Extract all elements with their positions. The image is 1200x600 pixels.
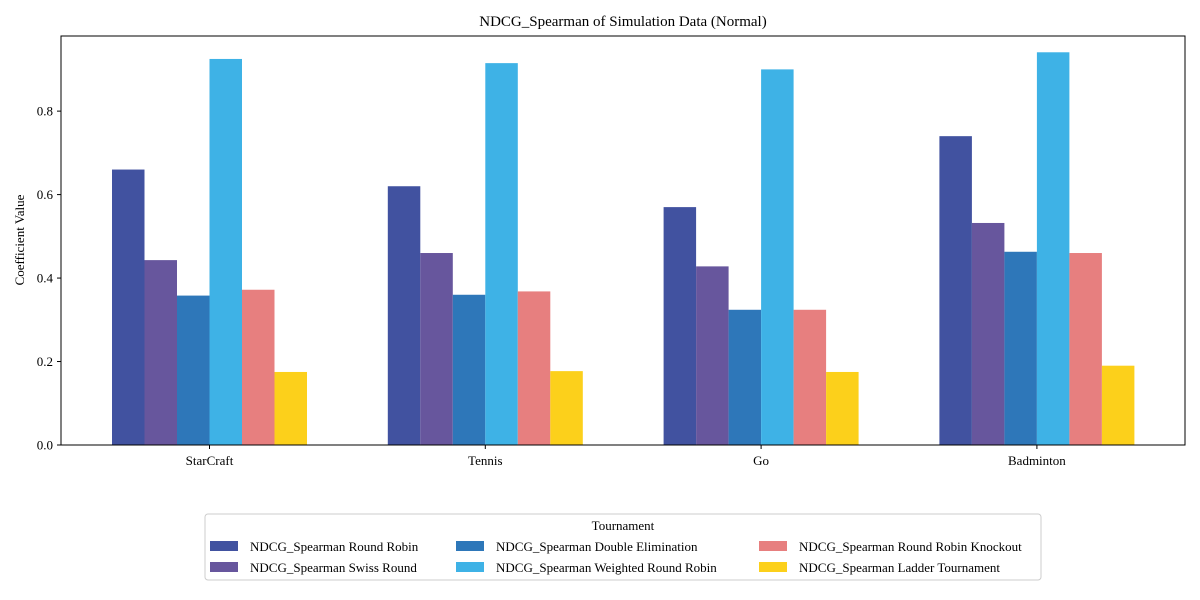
legend-swatch <box>759 562 787 572</box>
x-axis: StarCraft Tennis Go Badminton <box>186 445 1066 468</box>
plot-area <box>60 35 1186 446</box>
bar-starcraft-series-6 <box>274 371 307 445</box>
plot-frame <box>60 35 1186 446</box>
bar-tennis-series-6 <box>550 371 583 445</box>
legend-label: NDCG_Spearman Round Robin Knockout <box>799 539 1022 554</box>
legend-label: NDCG_Spearman Double Elimination <box>496 539 698 554</box>
legend-swatch <box>456 541 484 551</box>
x-tick-label: Badminton <box>1008 453 1066 468</box>
bar-starcraft-series-3 <box>177 295 210 445</box>
legend-swatch <box>210 541 238 551</box>
y-tick-label: 0.2 <box>37 354 53 369</box>
legend-title: Tournament <box>592 518 655 533</box>
bar-tennis-series-4 <box>485 63 518 445</box>
y-tick-label: 0.8 <box>37 104 53 119</box>
y-tick-label: 0.0 <box>37 438 53 453</box>
legend-label: NDCG_Spearman Ladder Tournament <box>799 560 1000 575</box>
bar-starcraft-series-1 <box>112 169 145 446</box>
bar-badminton-series-6 <box>1101 365 1135 445</box>
bar-tennis-series-1 <box>387 186 421 446</box>
y-axis-label: Coefficient Value <box>12 194 27 285</box>
legend-label: NDCG_Spearman Weighted Round Robin <box>496 560 717 575</box>
bar-go-series-5 <box>793 309 827 445</box>
legend-swatch <box>759 541 787 551</box>
y-tick-label: 0.4 <box>37 271 54 286</box>
legend-swatch <box>210 562 238 572</box>
bar-starcraft-series-2 <box>144 260 177 445</box>
bar-badminton-series-2 <box>971 222 1005 445</box>
legend-swatch <box>456 562 484 572</box>
x-tick-label: Go <box>753 453 769 468</box>
bar-badminton-series-1 <box>939 136 972 445</box>
x-tick-label: Tennis <box>468 453 502 468</box>
legend-label: NDCG_Spearman Round Robin <box>250 539 419 554</box>
bar-go-series-2 <box>696 266 729 445</box>
bar-badminton-series-5 <box>1069 253 1102 445</box>
bar-badminton-series-4 <box>1036 52 1070 445</box>
y-axis: 0.0 0.2 0.4 0.6 0.8 <box>37 104 61 453</box>
bar-go-series-3 <box>728 309 762 445</box>
bar-badminton-series-3 <box>1004 251 1037 445</box>
legend-frame <box>204 513 1042 581</box>
chart-title: NDCG_Spearman of Simulation Data (Normal… <box>479 14 766 30</box>
bar-tennis-series-2 <box>420 253 453 445</box>
bar-tennis-series-3 <box>452 294 486 445</box>
legend: Tournament NDCG_Spearman Round Robin NDCG… <box>204 513 1042 581</box>
bar-starcraft-series-4 <box>209 58 242 445</box>
bar-go-series-4 <box>761 69 794 445</box>
y-tick-label: 0.6 <box>37 187 54 202</box>
bar-tennis-series-5 <box>517 291 551 445</box>
legend-label: NDCG_Spearman Swiss Round <box>250 560 417 575</box>
bar-go-series-6 <box>826 371 859 445</box>
bar-starcraft-series-5 <box>242 289 275 445</box>
x-tick-label: StarCraft <box>186 453 234 468</box>
bar-go-series-1 <box>663 207 697 445</box>
